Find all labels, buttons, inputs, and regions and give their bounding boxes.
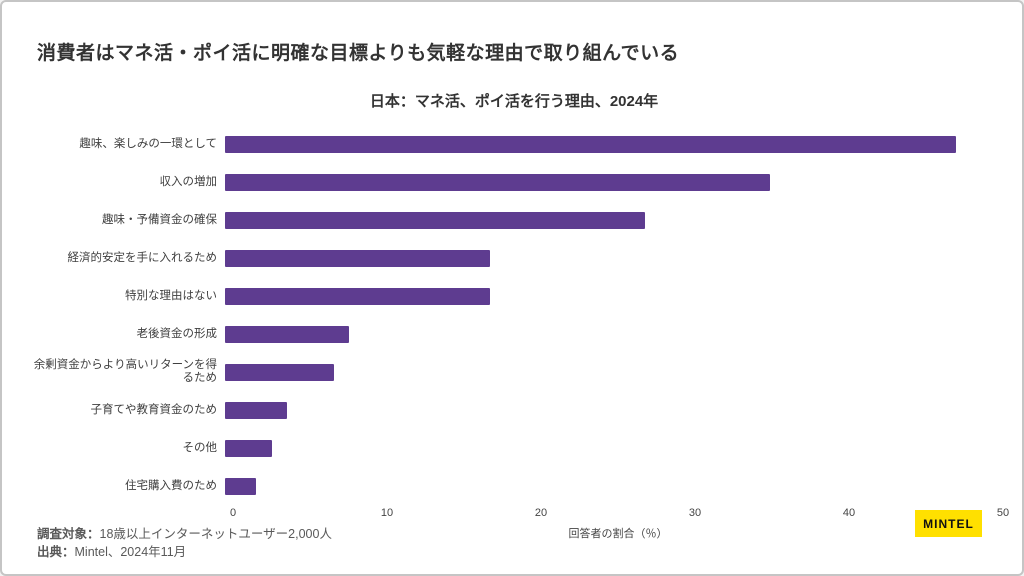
bar-track bbox=[225, 401, 1003, 419]
chart-row: その他 bbox=[29, 429, 1003, 467]
footnote-source-line: 出典：Mintel、2024年11月 bbox=[37, 543, 332, 561]
category-label: 経済的安定を手に入れるため bbox=[67, 251, 218, 264]
x-axis-ticks: 0 10 20 30 40 50 bbox=[229, 507, 1009, 522]
bar bbox=[225, 477, 257, 495]
chart-subtitle: 日本：マネ活、ポイ活を行う理由、2024年 bbox=[369, 93, 659, 110]
chart-row: 子育てや教育資金のため bbox=[29, 391, 1003, 429]
footnote-survey-line: 調査対象：18歳以上インターネットユーザー2,000人 bbox=[37, 525, 332, 543]
bar bbox=[225, 173, 770, 191]
footnote-source-text: Mintel、2024年11月 bbox=[74, 545, 187, 559]
page-title: 消費者はマネ活・ポイ活に明確な目標よりも気軽な理由で取り組んでいる bbox=[37, 43, 680, 64]
chart-row: 趣味、楽しみの一環として bbox=[29, 125, 1003, 163]
bar bbox=[225, 135, 957, 153]
chart-rows: 趣味、楽しみの一環として収入の増加趣味・予備資金の確保経済的安定を手に入れるため… bbox=[29, 125, 1003, 505]
chart-row: 経済的安定を手に入れるため bbox=[29, 239, 1003, 277]
chart-footnote: 調査対象：18歳以上インターネットユーザー2,000人 出典：Mintel、20… bbox=[37, 525, 332, 561]
bar bbox=[225, 211, 646, 229]
chart-row: 特別な理由はない bbox=[29, 277, 1003, 315]
bar bbox=[225, 287, 490, 305]
bar bbox=[225, 363, 334, 381]
x-tick-label: 20 bbox=[534, 507, 548, 519]
category-label: 特別な理由はない bbox=[125, 289, 217, 302]
bar-chart: 趣味、楽しみの一環として収入の増加趣味・予備資金の確保経済的安定を手に入れるため… bbox=[29, 125, 1009, 541]
bar-track bbox=[225, 363, 1003, 381]
category-label: その他 bbox=[182, 441, 218, 454]
x-tick-label: 50 bbox=[996, 507, 1010, 519]
bar-track bbox=[225, 477, 1003, 495]
footnote-survey-text: 18歳以上インターネットユーザー2,000人 bbox=[99, 527, 332, 541]
bar-track bbox=[225, 249, 1003, 267]
bar bbox=[225, 439, 272, 457]
bar-track bbox=[225, 325, 1003, 343]
bar-track bbox=[225, 211, 1003, 229]
bar-track bbox=[225, 135, 1003, 153]
x-axis-label: 回答者の割合（％） bbox=[568, 528, 668, 540]
category-label: 収入の増加 bbox=[159, 175, 218, 188]
bar bbox=[225, 249, 490, 267]
mintel-logo: MINTEL bbox=[915, 510, 982, 537]
chart-row: 収入の増加 bbox=[29, 163, 1003, 201]
bar-track bbox=[225, 173, 1003, 191]
category-label: 住宅購入費のため bbox=[125, 479, 217, 492]
category-label: 趣味・予備資金の確保 bbox=[102, 213, 217, 226]
x-tick-label: 0 bbox=[229, 507, 237, 519]
footnote-survey-label: 調査対象： bbox=[37, 527, 100, 541]
category-label: 老後資金の形成 bbox=[136, 327, 218, 340]
bar-track bbox=[225, 439, 1003, 457]
category-label: 余剰資金からより高いリターンを得るため bbox=[33, 359, 217, 384]
chart-row: 趣味・予備資金の確保 bbox=[29, 201, 1003, 239]
bar-track bbox=[225, 287, 1003, 305]
category-label: 子育てや教育資金のため bbox=[90, 403, 218, 416]
x-tick-label: 10 bbox=[380, 507, 394, 519]
footnote-source-label: 出典： bbox=[37, 545, 75, 559]
chart-row: 老後資金の形成 bbox=[29, 315, 1003, 353]
bar bbox=[225, 325, 350, 343]
x-tick-label: 30 bbox=[688, 507, 702, 519]
x-tick-label: 40 bbox=[842, 507, 856, 519]
chart-row: 余剰資金からより高いリターンを得るため bbox=[29, 353, 1003, 391]
chart-row: 住宅購入費のため bbox=[29, 467, 1003, 505]
bar bbox=[225, 401, 288, 419]
category-label: 趣味、楽しみの一環として bbox=[79, 137, 217, 150]
